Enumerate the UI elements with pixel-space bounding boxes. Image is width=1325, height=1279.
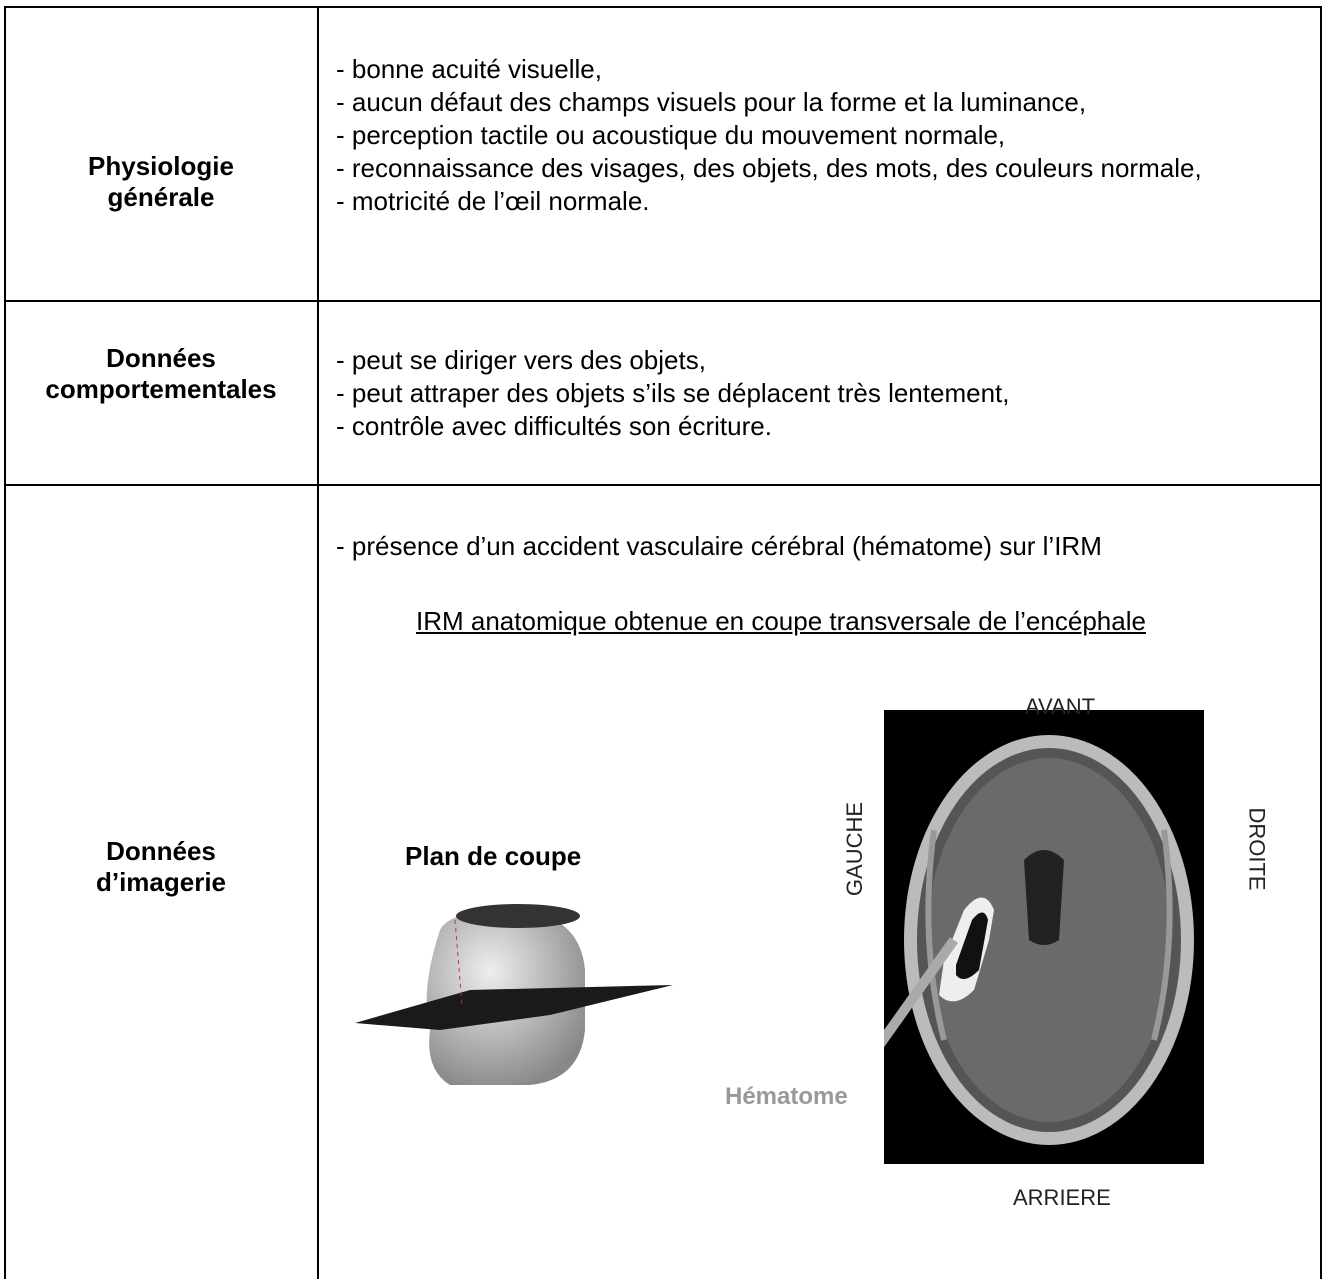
row-items: - bonne acuité visuelle, - aucun défaut … (336, 53, 1311, 218)
row-label: Physiologie générale (6, 151, 316, 213)
item: - peut se diriger vers des objets, (336, 345, 706, 375)
orientation-label: DROITE (1244, 807, 1270, 891)
row-label: Données d’imagerie (6, 836, 316, 898)
label-line: Données (106, 836, 216, 866)
orientation-label: AVANT (1025, 694, 1096, 719)
label-line: générale (107, 182, 215, 212)
cut-plane-label: Plan de coupe (405, 841, 582, 871)
item: - bonne acuité visuelle, (336, 54, 602, 84)
mri-image (884, 710, 1204, 1164)
orientation-label: GAUCHE (842, 801, 868, 897)
item: - peut attraper des objets s’ils se dépl… (336, 378, 1010, 408)
table-border (4, 6, 6, 1279)
row-divider (4, 484, 1322, 486)
row-label: Données comportementales (6, 343, 316, 405)
label-line: Données (106, 343, 216, 373)
orientation-label: ARRIERE (1013, 1185, 1111, 1210)
item: - présence d’un accident vasculaire céré… (336, 531, 1102, 561)
row-divider (4, 300, 1322, 302)
item: - reconnaissance des visages, des objets… (336, 153, 1202, 183)
head-illustration (355, 904, 673, 1085)
item: - aucun défaut des champs visuels pour l… (336, 87, 1087, 117)
lesion-label: Hématome (725, 1083, 848, 1110)
label-line: comportementales (45, 374, 277, 404)
label-line: Physiologie (88, 151, 234, 181)
row-items: - présence d’un accident vasculaire céré… (336, 530, 1311, 563)
item: - contrôle avec difficultés son écriture… (336, 411, 772, 441)
table-border (1320, 6, 1322, 1279)
table-border (4, 6, 1322, 8)
figure-caption: IRM anatomique obtenue en coupe transver… (416, 606, 1146, 636)
row-items: - peut se diriger vers des objets, - peu… (336, 344, 1311, 443)
label-line: d’imagerie (95, 867, 227, 897)
column-divider (317, 6, 319, 1279)
item: - perception tactile ou acoustique du mo… (336, 120, 1006, 150)
item: - motricité de l’œil normale. (336, 186, 650, 216)
